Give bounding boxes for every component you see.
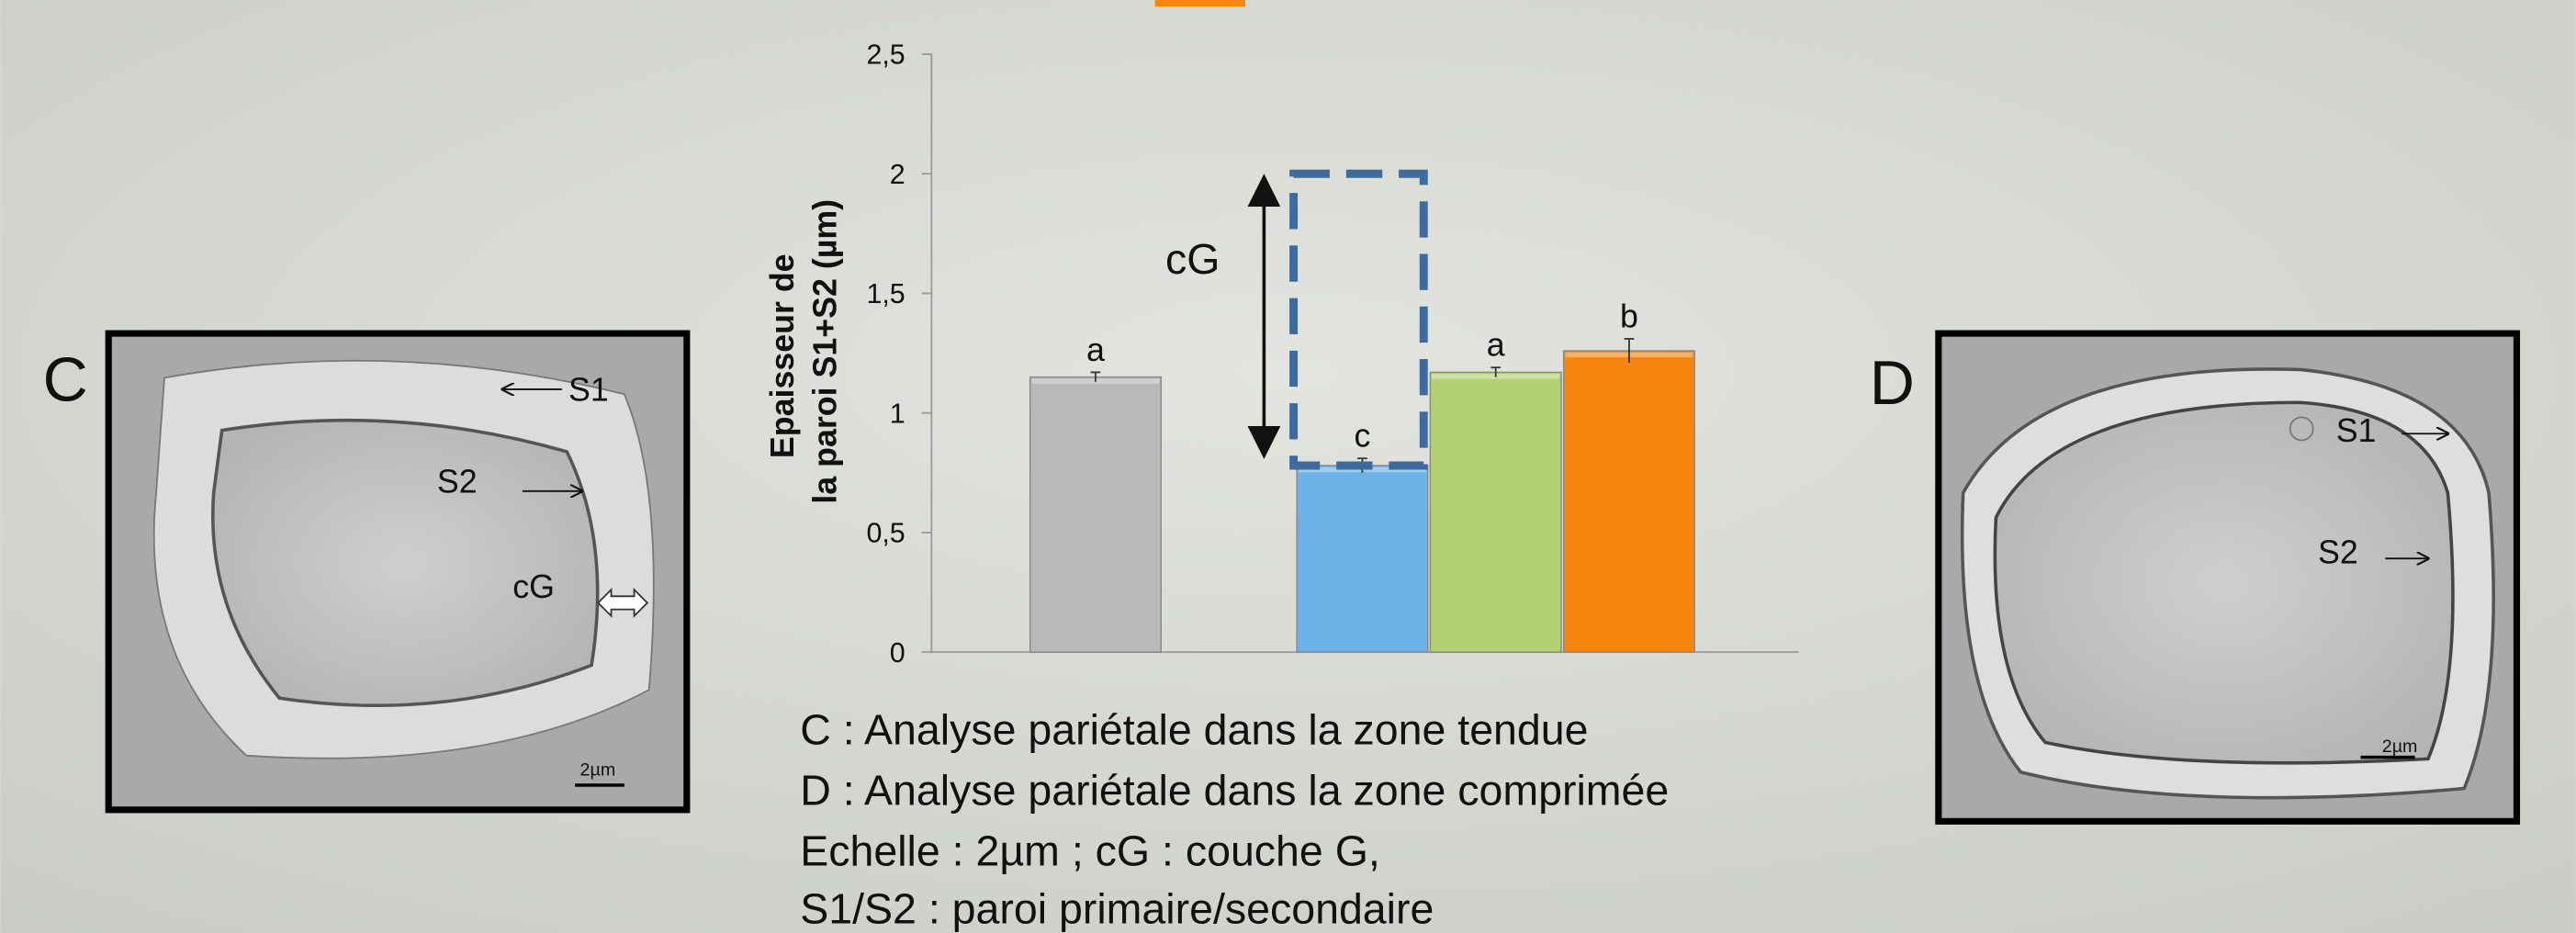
page: {"chart_data": {"type": "bar", "y_label"… [0, 0, 2576, 933]
y-axis-title-line: la paroi S1+S2 (µm) [807, 199, 844, 504]
caption-line: D : Analyse pariétale dans la zone compr… [800, 766, 1669, 814]
y-tick-label: 1 [890, 398, 906, 429]
bar [1564, 351, 1695, 652]
annotation: S2 [2318, 534, 2358, 571]
bar [1030, 377, 1162, 653]
scale-label: 2µm [580, 759, 616, 780]
caption-line: C : Analyse pariétale dans la zone tendu… [800, 705, 1588, 753]
y-tick-label: 0,5 [866, 518, 905, 549]
annotation: S1 [568, 371, 609, 408]
y-axis-title-line: Epaisseur de [764, 253, 801, 458]
y-tick-label: 2 [890, 159, 906, 190]
y-tick-label: 0 [890, 637, 906, 669]
significance-label: a [1086, 332, 1105, 368]
bracket-label: cG [1165, 235, 1220, 283]
micrograph [1939, 333, 2517, 821]
scale-label: 2µm [2382, 736, 2418, 757]
caption-line: Echelle : 2µm ; cG : couche G, [800, 827, 1380, 875]
slide: C S1 S2 cG 2µm D S1 S2 2µm C : Analyse p… [0, 0, 2576, 933]
y-tick-label: 2,5 [866, 39, 905, 71]
bar [1297, 466, 1428, 652]
bar [1430, 372, 1561, 652]
annotation: S2 [437, 464, 478, 500]
y-tick-label: 1,5 [866, 278, 905, 309]
annotation: S1 [2336, 412, 2377, 449]
significance-label: a [1487, 327, 1505, 364]
caption-line: S1/S2 : paroi primaire/secondaire [800, 884, 1434, 932]
panel-label: D [1870, 348, 1915, 418]
significance-label: b [1620, 298, 1638, 334]
panel-label: C [43, 344, 88, 414]
significance-label: c [1354, 418, 1370, 455]
decoration [1155, 0, 1245, 6]
annotation: cG [512, 568, 555, 605]
